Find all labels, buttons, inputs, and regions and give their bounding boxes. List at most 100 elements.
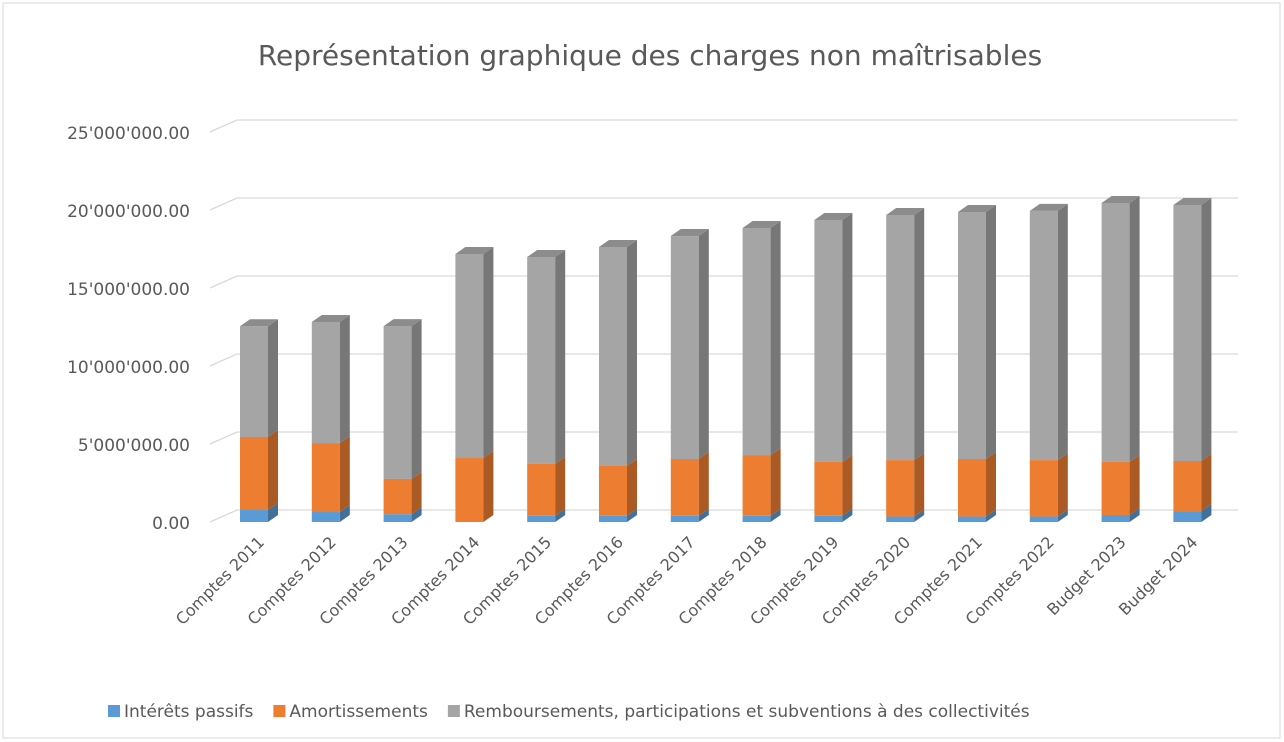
bar-segment [814,461,843,516]
bar-segment [742,455,771,516]
bar-segment [670,236,699,459]
bar-segment [240,509,268,522]
bar-segment [958,212,986,459]
bar-side [1201,504,1212,522]
bar-top [383,319,422,327]
bar-side [842,212,853,462]
bar-side [483,451,494,522]
legend-swatch [273,705,286,717]
bar-side [339,436,350,513]
bar-segment [311,512,340,522]
bar-side [411,319,422,479]
bar-side [627,508,637,522]
bar-segment [814,515,843,522]
bar-side [698,229,709,459]
bar-side [914,207,925,461]
legend-label: Remboursements, participations et subven… [464,702,1030,722]
bar-top [742,220,781,228]
bar-segment [311,322,340,444]
bar-segment [527,256,556,464]
bar-segment [1029,460,1058,517]
bar-segment [886,516,915,522]
bar-side [914,453,925,517]
bar-side [268,429,278,510]
y-tick-label: 5'000'000.00 [78,436,190,456]
bar-segment [599,515,627,522]
bar-top [670,229,709,237]
bar-side [1057,453,1068,517]
bar-segment [1029,516,1058,522]
bar-side [770,448,781,516]
bar-side [1201,198,1212,462]
bar-segment [527,515,556,522]
bar-segment [1101,461,1130,515]
bar-top [1029,203,1068,211]
bar-side [1201,454,1212,512]
bar-segment [383,326,412,479]
legend-label: Amortissements [289,702,428,722]
bar-side [986,205,996,459]
bar-segment [1173,511,1202,522]
bar-side [770,508,781,522]
bar-side [339,315,350,444]
bar-side [483,246,494,459]
bar-segment [455,458,484,522]
y-tick-label: 0.00 [152,514,190,534]
bar-side [555,508,566,522]
bar-top [814,212,853,220]
bar-side [1129,454,1140,515]
legend-swatch [447,705,460,717]
bar-top [958,205,996,213]
bar-segment [455,253,484,459]
chart-title: Représentation graphique des charges non… [258,39,1042,72]
bar-segment [240,436,268,510]
bar-side [268,502,278,522]
bar-top [1101,195,1140,203]
legend-label: Intérêts passifs [124,702,254,722]
bar-segment [886,214,915,461]
bar-top [240,319,278,327]
bar-side [914,509,925,522]
y-tick-label: 15'000'000.00 [67,280,190,300]
bar-side [1057,203,1068,461]
bar-side [986,509,996,522]
bar-top [1173,198,1212,206]
bar-segment [1173,205,1202,462]
bar-side [698,508,709,522]
bar-segment [240,326,268,437]
bar-segment [1101,202,1130,462]
bar-side [986,451,996,517]
bar-side [627,239,637,466]
bar-side [1129,507,1140,522]
bar-top [599,239,637,247]
bar-side [411,507,422,522]
bar-segment [886,460,915,517]
bar-top [311,315,350,323]
bar-segment [383,514,412,522]
bar-segment [311,443,340,513]
bar-side [770,220,781,456]
bar-side [339,505,350,522]
bar-segment [742,515,771,522]
bar-segment [383,478,412,515]
bar-top [886,207,925,215]
grid-line [209,197,1238,211]
bar-top [527,249,566,257]
bar-segment [1101,514,1130,522]
bar-side [268,319,278,437]
bar-segment [742,227,771,456]
bar-segment [958,516,986,522]
bar-side [555,249,566,464]
bar-side [1129,195,1140,462]
bar-side [555,456,566,516]
bar-side [627,458,637,516]
bar-side [1057,509,1068,522]
bar-segment [814,219,843,462]
grid-line [209,119,1238,133]
bar-segment [599,465,627,516]
bar-side [842,454,853,516]
bar-side [842,508,853,522]
bar-side [411,471,422,515]
